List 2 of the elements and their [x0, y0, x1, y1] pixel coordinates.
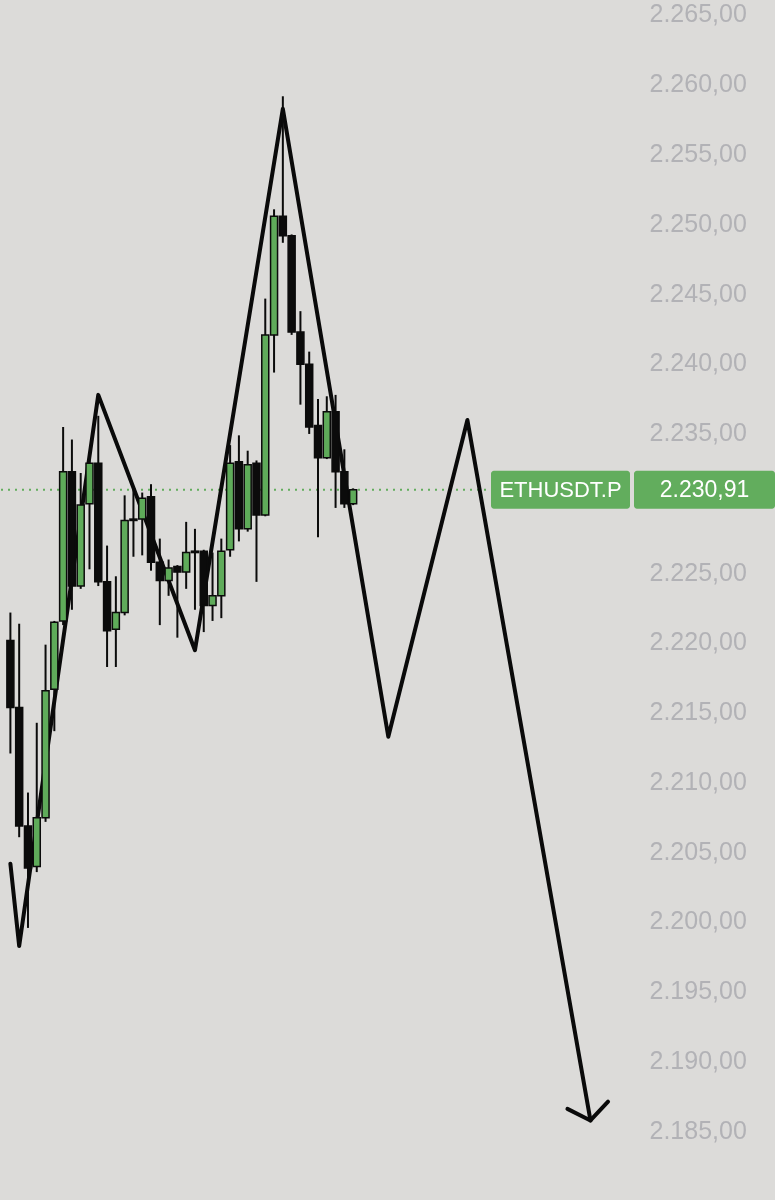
text: 2.230,91 — [659, 475, 750, 502]
ref-line-label: ETHUSDT.P — [499, 476, 622, 502]
